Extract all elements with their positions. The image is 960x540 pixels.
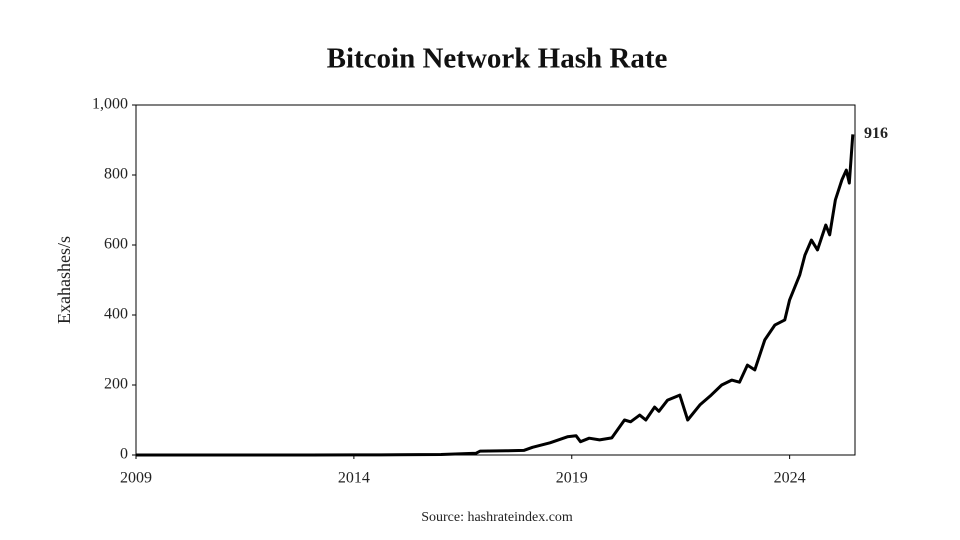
x-tick-label: 2009 [120,470,152,487]
y-axis-label: Exahashes/s [54,236,74,324]
x-tick-label: 2014 [338,470,370,487]
y-tick-label: 400 [104,306,128,323]
y-tick-label: 0 [120,446,128,463]
source-note: Source: hashrateindex.com [421,510,573,525]
chart-title: Bitcoin Network Hash Rate [327,43,668,75]
x-tick-label: 2019 [556,470,588,487]
y-tick-label: 600 [104,236,128,253]
y-tick-label: 800 [104,166,128,183]
data-line [136,134,855,457]
y-tick-label: 200 [104,376,128,393]
plot-frame [135,104,856,456]
y-tick-label: 1,000 [92,96,128,113]
x-tick-label: 2024 [774,470,806,487]
end-value-label: 916 [864,125,888,142]
